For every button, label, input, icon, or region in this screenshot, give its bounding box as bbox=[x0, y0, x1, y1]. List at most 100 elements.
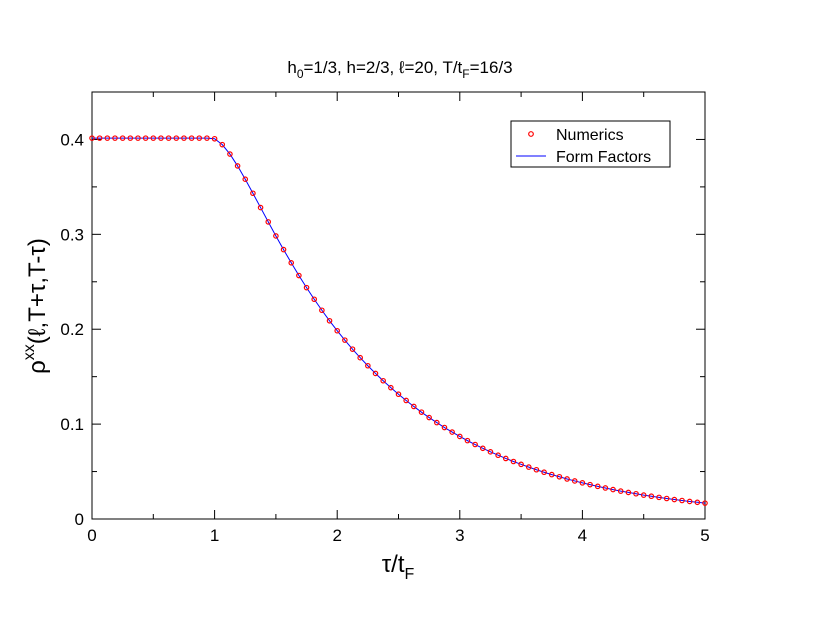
numerics-point bbox=[610, 486, 616, 493]
x-tick-label: 3 bbox=[455, 526, 464, 545]
numerics-point bbox=[495, 452, 501, 459]
y-tick-label: 0.2 bbox=[60, 320, 84, 339]
numerics-point bbox=[548, 471, 555, 478]
numerics-point bbox=[579, 480, 586, 486]
numerics-point bbox=[479, 445, 486, 452]
numerics-point bbox=[541, 469, 547, 476]
numerics-point bbox=[594, 483, 601, 490]
numerics-point bbox=[380, 377, 386, 384]
numerics-point bbox=[173, 135, 180, 141]
numerics-point bbox=[257, 204, 264, 211]
numerics-point bbox=[525, 464, 532, 470]
legend-box bbox=[510, 120, 671, 168]
y-tick-label: 0.3 bbox=[60, 225, 84, 244]
numerics-point bbox=[319, 307, 325, 314]
numerics-point bbox=[418, 409, 425, 415]
numerics-point bbox=[556, 473, 563, 480]
tick-labels: 0 1 2 3 4 5 0 0.1 0.2 0.3 0.4 bbox=[60, 130, 709, 545]
x-axis-label: τ/tF bbox=[382, 551, 415, 583]
numerics-point bbox=[388, 384, 394, 391]
numerics-point bbox=[510, 458, 517, 465]
numerics-point bbox=[158, 135, 164, 141]
numerics-point bbox=[288, 259, 295, 266]
numerics-point bbox=[188, 135, 195, 141]
numerics-point bbox=[633, 490, 639, 497]
numerics-point bbox=[395, 391, 402, 398]
numerics-point bbox=[280, 246, 287, 253]
axis-ticks bbox=[91, 91, 706, 520]
x-tick-label: 4 bbox=[578, 526, 587, 545]
numerics-point bbox=[127, 135, 134, 141]
numerics-point bbox=[250, 190, 256, 197]
numerics-point bbox=[441, 424, 448, 431]
numerics-point bbox=[625, 489, 632, 496]
series-layer bbox=[89, 135, 708, 506]
y-tick-label: 0.4 bbox=[60, 130, 84, 149]
numerics-point bbox=[96, 135, 103, 141]
numerics-point bbox=[119, 135, 126, 141]
numerics-point bbox=[449, 429, 455, 435]
numerics-point bbox=[472, 441, 478, 448]
numerics-point bbox=[165, 135, 172, 141]
numerics-point bbox=[342, 337, 348, 343]
x-tick-label: 0 bbox=[87, 526, 96, 545]
numerics-point bbox=[142, 135, 149, 141]
numerics-point bbox=[326, 317, 333, 324]
numerics-point bbox=[211, 135, 218, 142]
series-form-factors-line bbox=[92, 137, 706, 504]
numerics-point bbox=[648, 493, 655, 500]
numerics-point bbox=[587, 481, 593, 488]
numerics-point bbox=[104, 135, 111, 141]
numerics-point bbox=[349, 346, 356, 352]
numerics-point bbox=[411, 403, 417, 410]
x-tick-label: 1 bbox=[210, 526, 219, 545]
numerics-point bbox=[694, 499, 701, 506]
numerics-point bbox=[518, 461, 524, 468]
numerics-point bbox=[571, 478, 578, 484]
numerics-point bbox=[296, 272, 302, 279]
numerics-point bbox=[487, 449, 494, 455]
numerics-point bbox=[89, 135, 95, 141]
numerics-point bbox=[265, 219, 272, 225]
numerics-point bbox=[112, 135, 118, 141]
numerics-point bbox=[564, 476, 570, 482]
numerics-point bbox=[502, 455, 509, 462]
legend-numerics-marker bbox=[528, 131, 534, 137]
numerics-point bbox=[602, 485, 609, 491]
numerics-point bbox=[204, 135, 210, 141]
numerics-point bbox=[219, 141, 226, 148]
numerics-point bbox=[372, 370, 379, 377]
numerics-point bbox=[663, 495, 670, 502]
numerics-point bbox=[640, 492, 647, 498]
legend: Numerics Form Factors bbox=[510, 120, 671, 168]
y-tick-label: 0 bbox=[75, 510, 84, 529]
numerics-point bbox=[227, 151, 233, 157]
numerics-point bbox=[679, 497, 685, 504]
numerics-point bbox=[656, 494, 662, 501]
numerics-point bbox=[150, 135, 157, 141]
numerics-point bbox=[426, 414, 432, 421]
numerics-point bbox=[464, 437, 471, 444]
numerics-point bbox=[303, 284, 310, 291]
numerics-point bbox=[357, 354, 363, 361]
numerics-point bbox=[181, 135, 187, 141]
legend-numerics-label: Numerics bbox=[556, 127, 624, 144]
numerics-point bbox=[135, 135, 141, 141]
numerics-point bbox=[456, 433, 463, 440]
y-tick-label: 0.1 bbox=[60, 415, 84, 434]
numerics-point bbox=[702, 500, 708, 506]
numerics-point bbox=[234, 163, 241, 169]
numerics-point bbox=[617, 488, 624, 494]
numerics-point bbox=[242, 176, 249, 183]
y-axis-label: ρxx(ℓ,T+τ,T-τ) bbox=[21, 238, 51, 374]
numerics-point bbox=[196, 135, 203, 141]
chart-title: h0=1/3, h=2/3, ℓ=20, T/tF=16/3 bbox=[287, 58, 512, 81]
numerics-point bbox=[365, 362, 371, 369]
numerics-point bbox=[403, 397, 409, 404]
numerics-point bbox=[434, 419, 440, 426]
numerics-point bbox=[686, 498, 693, 505]
numerics-point bbox=[334, 327, 341, 334]
numerics-point bbox=[311, 296, 318, 303]
